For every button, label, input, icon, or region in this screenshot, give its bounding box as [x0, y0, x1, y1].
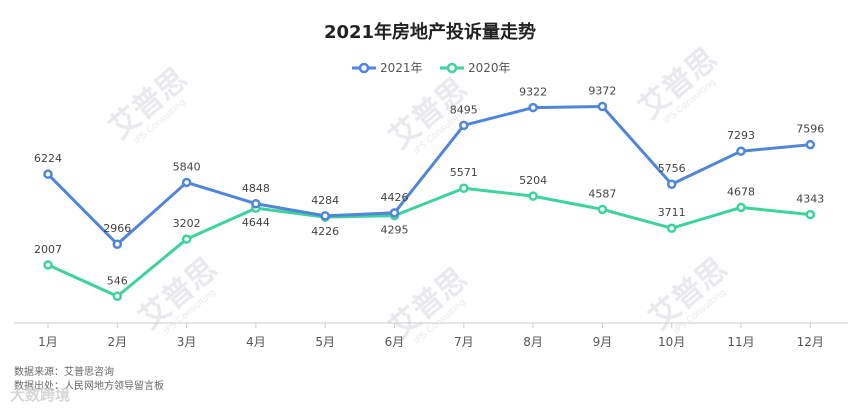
data-point — [528, 191, 538, 201]
data-label: 5571 — [450, 166, 478, 179]
x-tick-label: 5月 — [315, 335, 335, 349]
data-label: 3202 — [173, 217, 201, 230]
data-label: 7293 — [727, 129, 755, 142]
data-label: 5840 — [173, 160, 201, 173]
x-tick-label: 2月 — [107, 335, 127, 349]
data-label: 4678 — [727, 185, 755, 198]
series-layer: 6224 2966 5840 4848 4284 4426 8495 9322 9372 5756… — [34, 85, 824, 302]
data-label: 4587 — [588, 187, 616, 200]
x-axis-ticks: 1月 2月 3月 4月 5月 6月 7月 8月 9月 10月 11月 12月 — [38, 323, 824, 349]
data-point — [251, 199, 261, 209]
footer-watermark: 大数跨境 — [10, 386, 71, 404]
data-label: 9372 — [588, 85, 616, 98]
data-point — [43, 169, 53, 179]
legend-label-1: 2020年 — [468, 61, 511, 75]
data-point — [389, 208, 400, 218]
data-point — [805, 139, 816, 150]
data-label: 4426 — [381, 191, 409, 204]
data-label: 2007 — [34, 243, 62, 256]
x-tick-label: 9月 — [593, 335, 613, 349]
data-label: 4848 — [242, 182, 270, 195]
source-note: 数据来源：艾普思咨询 数据出处：人民网地方领导留言板 — [14, 366, 164, 394]
x-tick-label: 4月 — [246, 335, 266, 349]
data-point — [43, 260, 53, 270]
x-tick-label: 3月 — [177, 335, 197, 349]
data-point — [459, 120, 469, 131]
series-line-0 — [46, 105, 811, 246]
data-label: 4226 — [311, 225, 339, 238]
x-tick-label: 1月 — [38, 335, 58, 349]
data-point — [112, 239, 123, 249]
data-point — [181, 177, 192, 188]
data-point — [459, 183, 469, 193]
data-point — [112, 291, 123, 302]
x-tick-label: 6月 — [385, 335, 405, 349]
data-label: 4295 — [381, 224, 409, 237]
data-point — [320, 211, 330, 221]
data-label: 7596 — [796, 123, 824, 136]
data-label: 6224 — [34, 152, 62, 165]
data-point — [736, 202, 746, 213]
data-label: 4343 — [796, 193, 824, 206]
data-point — [736, 146, 746, 156]
legend: 2021年 2020年 — [352, 61, 511, 75]
data-label: 4284 — [311, 194, 339, 207]
data-point — [666, 223, 677, 233]
x-tick-label: 12月 — [797, 335, 824, 349]
legend-label-0: 2021年 — [380, 61, 423, 75]
data-point — [597, 204, 608, 215]
data-point — [528, 102, 538, 113]
data-label: 5756 — [658, 162, 686, 175]
data-label: 2966 — [103, 222, 131, 235]
legend-marker-1 — [446, 62, 458, 74]
x-tick-label: 10月 — [658, 335, 685, 349]
data-label: 4644 — [242, 216, 270, 229]
x-tick-label: 7月 — [454, 335, 474, 349]
legend-marker-0 — [358, 62, 370, 74]
data-point — [597, 101, 608, 112]
data-point — [666, 179, 677, 189]
data-label: 9322 — [519, 86, 547, 99]
data-label: 5204 — [519, 174, 547, 187]
data-label: 546 — [107, 274, 128, 287]
data-label: 3711 — [658, 206, 686, 219]
series-line-1 — [47, 186, 811, 298]
source-line-1: 数据来源：艾普思咨询 — [14, 367, 114, 378]
x-tick-label: 11月 — [727, 335, 754, 349]
data-point — [181, 234, 192, 244]
data-point — [805, 209, 816, 220]
data-label: 8495 — [450, 103, 478, 116]
chart-title: 2021年房地产投诉量走势 — [324, 21, 536, 43]
source-line-2: 数据出处：人民网地方领导留言板 — [14, 381, 164, 392]
x-tick-label: 8月 — [523, 335, 543, 349]
